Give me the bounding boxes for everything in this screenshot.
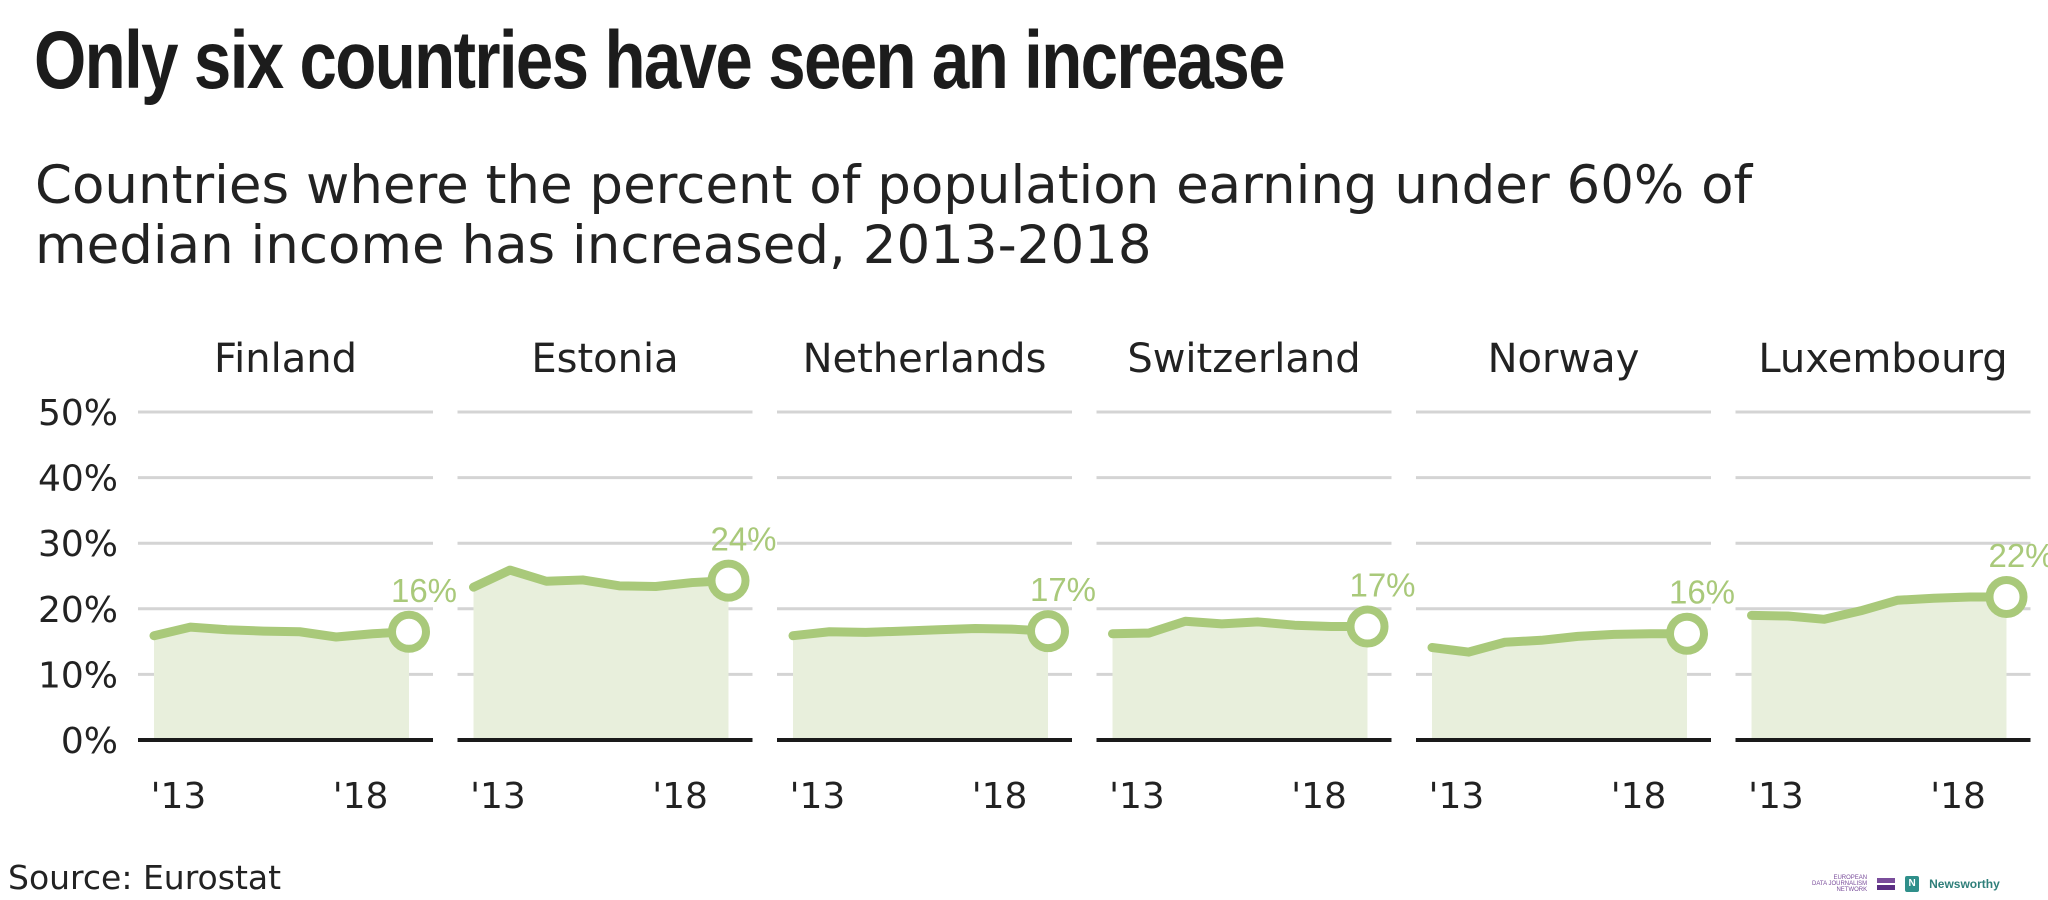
area-fill (1112, 621, 1368, 740)
panel-luxembourg: 22% Luxembourg '13 '18 (1735, 336, 2048, 817)
ejn-logo-icon (1877, 878, 1896, 890)
end-point-marker (1027, 610, 1069, 653)
y-tick-label: 20% (38, 590, 118, 631)
newsworthy-logo-text: Newsworthy (1929, 877, 2000, 891)
end-point-marker (388, 610, 430, 653)
panel-norway: 16% Norway '13 '18 (1416, 336, 1735, 817)
y-tick-label: 50% (38, 393, 118, 434)
area-fill (473, 570, 729, 740)
source-note: Source: Eurostat (8, 858, 282, 897)
end-value-label: 16% (391, 572, 457, 609)
series-line (1747, 592, 2011, 624)
x-tick-label: '13 (151, 776, 207, 817)
x-tick-label: '18 (972, 776, 1028, 817)
panel-title: Switzerland (1127, 336, 1360, 382)
end-point-marker (707, 559, 750, 602)
y-tick-label: 30% (38, 524, 118, 565)
area-fill (1751, 596, 2007, 740)
panel-netherlands: 17% Netherlands '13 '18 (777, 336, 1096, 817)
x-tick-label: '13 (1109, 776, 1165, 817)
series-line (1108, 616, 1372, 639)
panel-title: Norway (1488, 336, 1640, 382)
area-fill (1432, 633, 1687, 740)
x-tick-label: '13 (790, 776, 846, 817)
x-tick-label: '18 (1291, 776, 1347, 817)
series-line (788, 623, 1053, 641)
panel-title: Netherlands (803, 336, 1047, 382)
panel-switzerland: 17% Switzerland '13 '18 (1096, 336, 1416, 817)
x-tick-label: '13 (470, 776, 526, 817)
panel-estonia: 24% Estonia '13 '18 (457, 336, 777, 817)
x-tick-label: '13 (1748, 776, 1804, 817)
panel-title: Luxembourg (1758, 336, 2007, 382)
y-tick-label: 0% (61, 721, 118, 762)
x-tick-label: '13 (1429, 776, 1485, 817)
area-fill (154, 627, 409, 740)
newsworthy-logo-icon: N (1905, 876, 1920, 892)
x-tick-label: '18 (1611, 776, 1667, 817)
panel-finland: 16% Finland '13 '18 (138, 336, 457, 817)
series-line (149, 622, 414, 642)
series-line (1427, 629, 1692, 657)
chart-title: Only six countries have seen an increase (34, 15, 1286, 106)
end-value-label: 17% (1030, 571, 1096, 608)
y-tick-label: 40% (38, 459, 118, 500)
ejn-logo-text: EUROPEAN DATA JOURNALISM NETWORK (1812, 875, 1868, 893)
end-value-label: 22% (1988, 537, 2048, 574)
end-value-label: 17% (1349, 567, 1415, 604)
panel-title: Finland (214, 336, 357, 382)
end-value-label: 16% (1669, 574, 1735, 611)
chart-subtitle: Countries where the percent of populatio… (35, 155, 1753, 276)
end-point-marker (1666, 612, 1708, 655)
area-fill (793, 628, 1048, 740)
series-line (469, 565, 733, 592)
panel-title: Estonia (531, 336, 678, 382)
end-value-label: 24% (710, 521, 776, 558)
x-tick-label: '18 (1930, 776, 1986, 817)
x-tick-label: '18 (652, 776, 708, 817)
end-point-marker (1346, 605, 1389, 648)
publisher-logos: EUROPEAN DATA JOURNALISM NETWORK N Newsw… (1812, 872, 2000, 896)
end-point-marker (1985, 575, 2028, 618)
y-tick-label: 10% (38, 655, 118, 696)
x-tick-label: '18 (333, 776, 389, 817)
